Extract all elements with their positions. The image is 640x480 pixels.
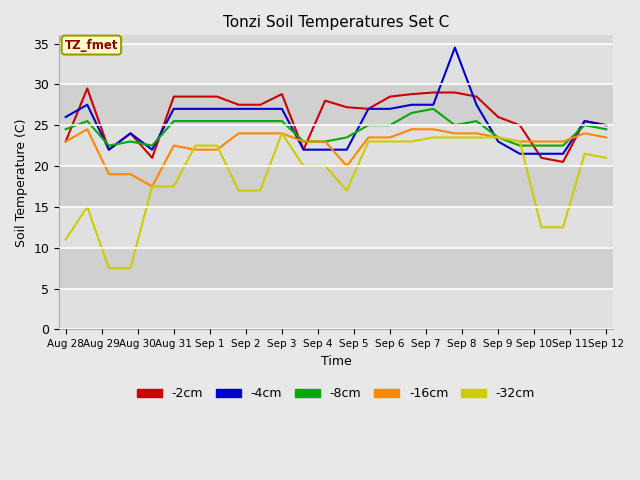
Bar [59, 166, 612, 207]
Bar [59, 84, 612, 125]
Bar [59, 44, 612, 84]
X-axis label: Time: Time [321, 355, 351, 368]
Bar [59, 248, 612, 288]
Text: TZ_fmet: TZ_fmet [65, 38, 118, 51]
Legend: -2cm, -4cm, -8cm, -16cm, -32cm: -2cm, -4cm, -8cm, -16cm, -32cm [132, 383, 540, 406]
Bar [59, 288, 612, 329]
Bar [59, 125, 612, 166]
Title: Tonzi Soil Temperatures Set C: Tonzi Soil Temperatures Set C [223, 15, 449, 30]
Bar [59, 207, 612, 248]
Y-axis label: Soil Temperature (C): Soil Temperature (C) [15, 118, 28, 247]
